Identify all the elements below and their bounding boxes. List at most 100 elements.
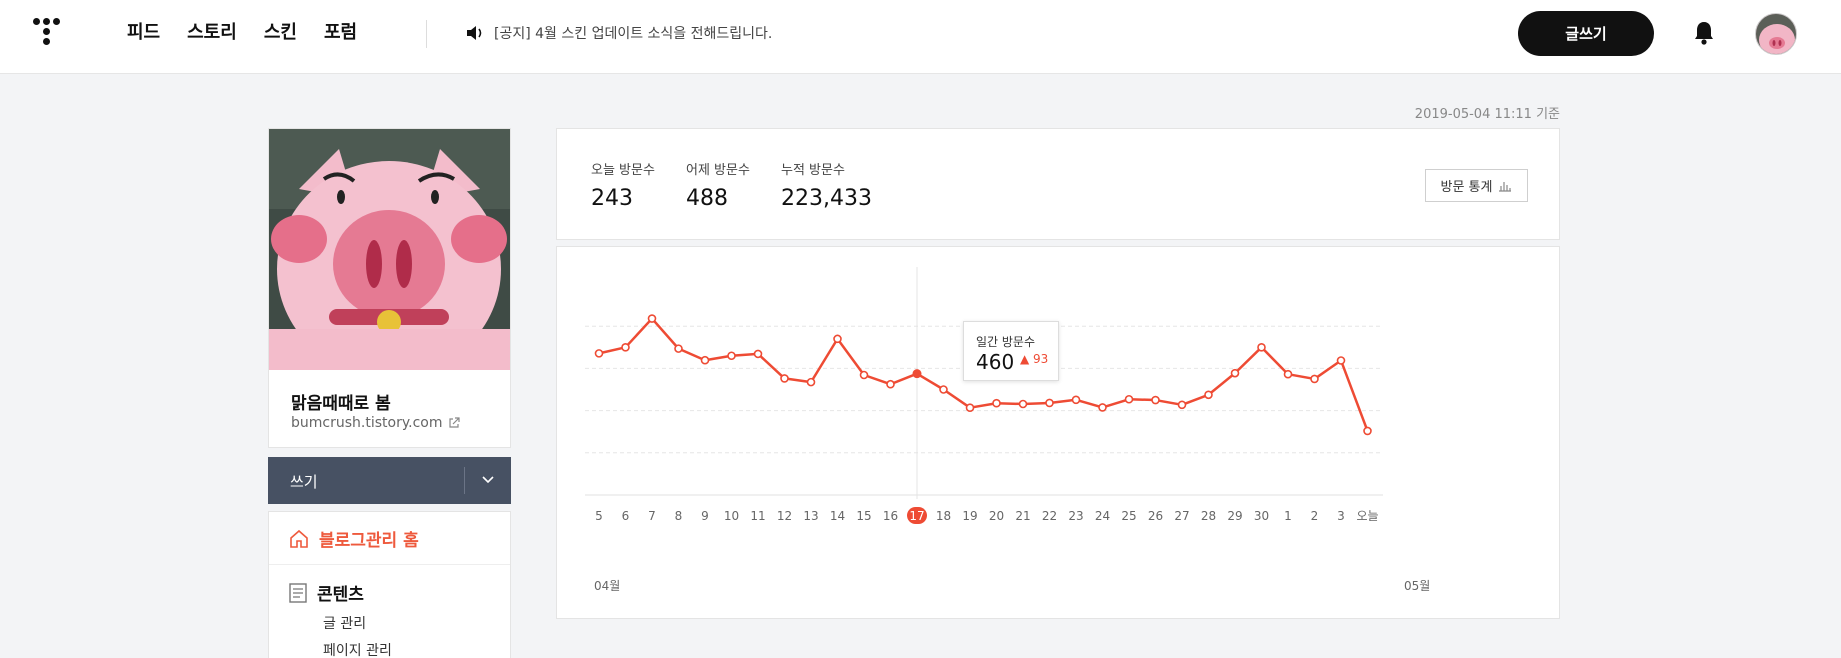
x-tick-label: 30 <box>1254 509 1269 523</box>
x-tick-label: 2 <box>1311 509 1319 523</box>
menu-content-label: 콘텐츠 <box>317 585 364 605</box>
x-tick-label: 7 <box>648 509 656 523</box>
x-tick-label: 14 <box>830 509 845 523</box>
pig-avatar-icon <box>1756 14 1796 54</box>
data-point <box>1071 395 1081 405</box>
chevron-down-icon[interactable] <box>481 473 495 487</box>
data-point <box>1045 398 1054 408</box>
x-tick-label: 5 <box>595 509 603 523</box>
data-point <box>939 385 948 394</box>
top-bar: 피드 스토리 스킨 포럼 [공지] 4월 스킨 업데이트 소식을 전해드립니다.… <box>0 0 1841 74</box>
bell-icon[interactable] <box>1693 20 1715 46</box>
blog-name[interactable]: 맑음때때로 봄 <box>291 394 391 414</box>
x-tick-label: 6 <box>622 509 630 523</box>
x-tick-label: 27 <box>1174 509 1189 523</box>
data-point <box>1151 395 1160 405</box>
blog-url-link[interactable]: bumcrush.tistory.com <box>291 415 461 431</box>
x-tick-label: 8 <box>675 509 683 523</box>
data-point <box>1336 356 1346 365</box>
data-point <box>1283 369 1293 379</box>
bar-chart-icon <box>1499 181 1512 192</box>
series-line <box>598 317 1369 432</box>
write-post-button[interactable]: 글쓰기 <box>1518 11 1654 56</box>
data-point <box>1124 394 1134 404</box>
menu-content[interactable]: 콘텐츠 <box>289 580 364 605</box>
visit-stats-label: 방문 통계 <box>1440 180 1493 195</box>
data-point <box>674 344 683 353</box>
admin-menu: 블로그관리 홈 콘텐츠 글 관리 페이지 관리 <box>268 511 511 658</box>
data-point <box>886 379 895 389</box>
notice-text: [공지] 4월 스킨 업데이트 소식을 전해드립니다. <box>494 26 773 42</box>
x-tick-label: 22 <box>1042 509 1057 523</box>
menu-page-manage[interactable]: 페이지 관리 <box>323 643 392 658</box>
month-label-may: 05월 <box>1404 579 1431 593</box>
nav-feed[interactable]: 피드 <box>127 22 161 43</box>
speaker-icon <box>467 26 482 40</box>
menu-blog-home[interactable]: 블로그관리 홈 <box>289 526 419 551</box>
x-tick-label: 20 <box>989 509 1004 523</box>
stat-today-value: 243 <box>591 186 633 211</box>
data-point <box>1098 403 1107 412</box>
tistory-logo-icon[interactable] <box>33 18 63 52</box>
visit-stats-button[interactable]: 방문 통계 <box>1425 169 1528 202</box>
x-tick-label: 25 <box>1121 509 1136 523</box>
x-tick-label: 29 <box>1227 509 1242 523</box>
nav-forum[interactable]: 포럼 <box>323 22 358 43</box>
x-tick-label: 15 <box>856 509 871 523</box>
user-avatar[interactable] <box>1755 13 1797 55</box>
tick-highlight-badge <box>907 507 927 524</box>
data-point <box>859 370 869 380</box>
nav-story[interactable]: 스토리 <box>187 22 237 43</box>
data-point <box>700 355 710 365</box>
x-tick-label: 10 <box>724 509 739 523</box>
data-point <box>965 403 975 412</box>
chart-tooltip: 일간 방문수 460 ▲ 93 <box>963 321 1059 381</box>
data-point-highlight <box>912 369 922 379</box>
menu-post-manage[interactable]: 글 관리 <box>323 616 367 632</box>
write-divider <box>464 467 465 494</box>
line-chart: 5 6 7 8 9 10 11 12 13 14 15 16 17 18 19 20 21 22 23 24 25 26 2… <box>585 267 1383 524</box>
daily-visits-chart: 5 6 7 8 9 10 11 12 13 14 15 16 17 18 19 20 21 22 23 24 25 26 2… <box>556 246 1560 619</box>
notice-link[interactable]: [공지] 4월 스킨 업데이트 소식을 전해드립니다. <box>466 23 772 43</box>
menu-home-label: 블로그관리 홈 <box>319 531 419 551</box>
x-tick-label: 11 <box>750 509 765 523</box>
x-tick-label: 13 <box>803 509 818 523</box>
x-tick-label: 17 <box>909 509 924 523</box>
main-nav: 피드 스토리 스킨 포럼 <box>127 22 384 44</box>
write-dropdown[interactable]: 쓰기 <box>268 457 511 504</box>
stats-timestamp: 2019-05-04 11:11 기준 <box>1414 107 1560 122</box>
document-icon <box>289 582 307 603</box>
x-tick-label: 12 <box>777 509 792 523</box>
data-point <box>753 349 763 359</box>
x-tick-label: 3 <box>1337 509 1345 523</box>
data-point <box>621 343 630 352</box>
x-tick-label: 24 <box>1095 509 1110 523</box>
home-icon <box>290 529 308 548</box>
data-point <box>780 374 789 383</box>
tooltip-value: 460 <box>976 350 1015 374</box>
x-tick-label: 19 <box>962 509 977 523</box>
stat-total-value: 223,433 <box>781 186 872 211</box>
nav-skin[interactable]: 스킨 <box>263 22 297 43</box>
blog-profile-card: 맑음때때로 봄 bumcrush.tistory.com <box>268 128 511 448</box>
stat-yesterday-label: 어제 방문수 <box>686 163 750 178</box>
data-point <box>647 314 657 323</box>
data-point <box>833 334 842 344</box>
data-point <box>1310 374 1319 384</box>
x-tick-label: 18 <box>936 509 951 523</box>
data-point <box>1230 368 1240 378</box>
stat-yesterday-value: 488 <box>686 186 728 211</box>
x-tick-label: 23 <box>1068 509 1083 523</box>
blog-profile-image[interactable] <box>269 129 510 370</box>
data-point <box>727 351 736 361</box>
x-tick-label: 9 <box>701 509 709 523</box>
x-tick-label: 21 <box>1015 509 1030 523</box>
external-link-icon <box>449 417 461 428</box>
nav-divider <box>426 20 427 48</box>
stat-total-label: 누적 방문수 <box>781 163 845 178</box>
data-point <box>992 398 1001 408</box>
write-label: 쓰기 <box>290 473 318 491</box>
x-tick-label: 16 <box>883 509 898 523</box>
data-point <box>1257 343 1266 352</box>
data-point <box>1204 390 1213 400</box>
